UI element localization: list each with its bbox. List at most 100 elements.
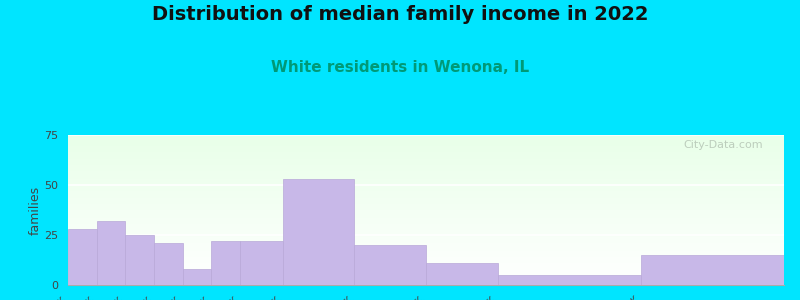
- Bar: [182, 269, 211, 285]
- Bar: [68, 238, 784, 240]
- Bar: [68, 267, 784, 268]
- Bar: [68, 200, 784, 201]
- Bar: [68, 280, 784, 282]
- Bar: [211, 241, 240, 285]
- Bar: [68, 264, 784, 266]
- Bar: [68, 208, 784, 210]
- Bar: [68, 177, 784, 178]
- Bar: [68, 237, 784, 238]
- Bar: [68, 141, 784, 142]
- Bar: [68, 258, 784, 260]
- Bar: [68, 229, 97, 285]
- Bar: [68, 212, 784, 213]
- Bar: [68, 236, 784, 237]
- Bar: [68, 270, 784, 272]
- Bar: [68, 207, 784, 208]
- Bar: [68, 230, 784, 231]
- Bar: [68, 284, 784, 285]
- Bar: [68, 183, 784, 184]
- Bar: [68, 171, 784, 172]
- Bar: [68, 224, 784, 225]
- Bar: [68, 278, 784, 279]
- Y-axis label: families: families: [28, 185, 42, 235]
- Bar: [68, 196, 784, 198]
- Text: Distribution of median family income in 2022: Distribution of median family income in …: [152, 4, 648, 23]
- Text: City-Data.com: City-Data.com: [683, 140, 762, 149]
- Bar: [68, 276, 784, 278]
- Bar: [68, 158, 784, 159]
- Bar: [68, 198, 784, 200]
- Bar: [68, 140, 784, 141]
- Bar: [68, 165, 784, 166]
- Bar: [68, 214, 784, 216]
- Bar: [68, 240, 784, 242]
- Bar: [68, 204, 784, 206]
- Bar: [68, 202, 784, 204]
- Bar: [68, 260, 784, 261]
- Bar: [68, 150, 784, 152]
- Bar: [68, 249, 784, 250]
- Bar: [68, 232, 784, 234]
- Bar: [97, 221, 126, 285]
- Bar: [68, 180, 784, 182]
- Bar: [68, 213, 784, 214]
- Bar: [68, 136, 784, 138]
- Bar: [68, 220, 784, 222]
- Bar: [68, 148, 784, 150]
- Bar: [68, 273, 784, 274]
- Bar: [68, 138, 784, 140]
- Bar: [68, 156, 784, 158]
- Bar: [68, 261, 784, 262]
- Bar: [68, 272, 784, 273]
- Bar: [68, 190, 784, 192]
- Bar: [641, 255, 784, 285]
- Bar: [68, 262, 784, 264]
- Bar: [68, 255, 784, 256]
- Bar: [68, 194, 784, 195]
- Bar: [68, 216, 784, 218]
- Bar: [68, 188, 784, 189]
- Bar: [68, 222, 784, 224]
- Bar: [68, 167, 784, 168]
- Bar: [68, 201, 784, 202]
- Bar: [68, 142, 784, 144]
- Bar: [68, 189, 784, 190]
- Bar: [68, 242, 784, 243]
- Bar: [68, 225, 784, 226]
- Bar: [68, 226, 784, 228]
- Bar: [68, 195, 784, 196]
- Bar: [68, 186, 784, 188]
- Bar: [68, 154, 784, 156]
- Bar: [68, 184, 784, 186]
- Bar: [68, 144, 784, 146]
- Bar: [68, 164, 784, 165]
- Bar: [282, 179, 354, 285]
- Bar: [68, 172, 784, 174]
- Bar: [68, 243, 784, 244]
- Text: White residents in Wenona, IL: White residents in Wenona, IL: [271, 60, 529, 75]
- Bar: [68, 228, 784, 230]
- Bar: [68, 219, 784, 220]
- Bar: [68, 256, 784, 258]
- Bar: [68, 282, 784, 284]
- Bar: [68, 168, 784, 170]
- Bar: [68, 250, 784, 252]
- Bar: [68, 206, 784, 207]
- Bar: [68, 182, 784, 183]
- Bar: [68, 174, 784, 176]
- Bar: [68, 218, 784, 219]
- Bar: [68, 159, 784, 160]
- Bar: [68, 192, 784, 194]
- Bar: [426, 263, 498, 285]
- Bar: [354, 245, 426, 285]
- Bar: [498, 275, 641, 285]
- Bar: [68, 279, 784, 280]
- Bar: [68, 268, 784, 270]
- Bar: [68, 234, 784, 236]
- Bar: [68, 248, 784, 249]
- Bar: [68, 210, 784, 212]
- Bar: [68, 274, 784, 276]
- Bar: [68, 266, 784, 267]
- Bar: [68, 178, 784, 180]
- Bar: [68, 160, 784, 162]
